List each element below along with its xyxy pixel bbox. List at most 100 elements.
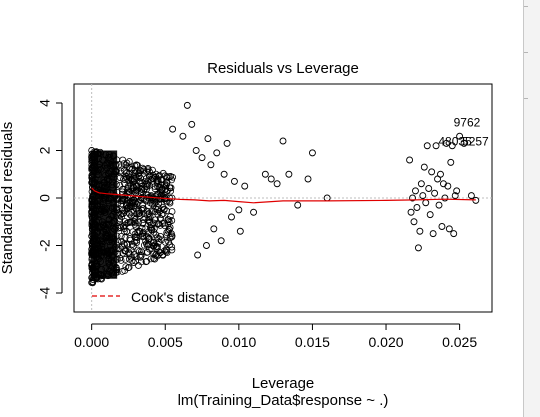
- scatter-points: [169, 101, 480, 259]
- data-point: [308, 149, 316, 157]
- data-point: [150, 228, 158, 236]
- data-point: [432, 142, 440, 150]
- data-point: [155, 220, 162, 228]
- data-point: [126, 163, 134, 171]
- data-point: [122, 247, 130, 254]
- data-point: [150, 225, 158, 233]
- edge-mark: [524, 98, 528, 99]
- data-point: [192, 147, 200, 154]
- data-point: [152, 251, 159, 259]
- data-point: [116, 174, 124, 182]
- data-point: [147, 255, 155, 263]
- window-edge-scrollbar[interactable]: [523, 0, 540, 417]
- data-point: [150, 250, 158, 258]
- data-point: [134, 161, 142, 169]
- data-point: [136, 251, 144, 259]
- data-point: [250, 208, 258, 216]
- data-point: [159, 210, 167, 217]
- data-point: [125, 197, 132, 204]
- data-point: [179, 132, 187, 140]
- y-tick-label: 2: [37, 146, 53, 154]
- data-point: [133, 234, 141, 241]
- data-point: [135, 262, 142, 269]
- data-point: [194, 251, 202, 259]
- data-point: [169, 173, 177, 181]
- data-point: [168, 208, 176, 215]
- data-point: [414, 244, 422, 252]
- data-point: [241, 182, 249, 190]
- data-point: [144, 181, 152, 189]
- x-tick-label: 0.000: [74, 334, 109, 350]
- smoother-line: [91, 187, 476, 204]
- data-point: [447, 158, 455, 166]
- data-point: [131, 230, 139, 238]
- dense-point-cloud: [88, 147, 177, 287]
- data-point: [155, 235, 163, 242]
- data-point: [144, 165, 152, 172]
- x-tick-label: 0.025: [442, 334, 477, 350]
- point-label: 48035: [438, 134, 472, 148]
- data-point: [419, 192, 427, 200]
- data-point: [273, 180, 281, 188]
- data-point: [145, 234, 153, 242]
- data-point: [220, 170, 228, 178]
- y-tick-label: -2: [37, 239, 53, 252]
- smoother-layer: [91, 187, 476, 204]
- data-point: [146, 213, 154, 221]
- data-point: [128, 257, 136, 265]
- data-point: [159, 220, 166, 227]
- data-point: [235, 206, 243, 214]
- data-point: [155, 200, 163, 208]
- data-point: [456, 132, 464, 140]
- model-formula-subtitle: lm(Training_Data$response ~ .): [178, 392, 389, 409]
- data-point: [203, 242, 210, 249]
- data-point: [129, 178, 137, 186]
- point-label: 5257: [462, 134, 489, 148]
- y-axis: -4 -2 0 2 4: [37, 99, 63, 299]
- data-point: [169, 125, 177, 133]
- data-point: [144, 217, 152, 224]
- data-point: [163, 231, 171, 239]
- data-point: [213, 149, 221, 157]
- data-point: [223, 139, 231, 147]
- chart-title: Residuals vs Leverage: [207, 60, 359, 77]
- data-point: [127, 202, 135, 210]
- cooks-distance-legend-label: Cook's distance: [131, 289, 230, 305]
- data-point: [425, 185, 433, 192]
- data-point: [131, 216, 139, 223]
- data-point: [152, 170, 160, 178]
- data-point: [117, 256, 125, 264]
- x-axis-label: Leverage: [252, 375, 315, 392]
- data-point: [153, 242, 161, 250]
- data-point: [125, 199, 133, 207]
- data-point: [121, 218, 129, 225]
- data-point: [417, 180, 425, 188]
- data-point: [285, 170, 293, 178]
- data-point: [429, 230, 437, 238]
- data-point: [261, 170, 269, 178]
- data-point: [442, 139, 450, 147]
- data-point: [444, 182, 452, 190]
- data-point: [428, 168, 436, 176]
- data-point: [137, 185, 145, 193]
- data-point: [210, 225, 218, 233]
- data-point: [133, 168, 141, 176]
- dense-region: [90, 150, 118, 279]
- data-point: [128, 253, 136, 261]
- data-point: [118, 190, 126, 198]
- data-point: [156, 208, 163, 215]
- data-point: [460, 139, 468, 147]
- data-point: [448, 142, 456, 150]
- data-point: [438, 223, 446, 230]
- data-point: [165, 238, 173, 246]
- data-point: [124, 219, 132, 226]
- data-point: [450, 230, 458, 238]
- data-point: [140, 216, 147, 223]
- data-point: [139, 219, 147, 227]
- legend: Cook's distance: [92, 289, 230, 305]
- y-tick-label: 0: [37, 194, 53, 202]
- data-point: [137, 189, 145, 197]
- data-point: [145, 210, 153, 217]
